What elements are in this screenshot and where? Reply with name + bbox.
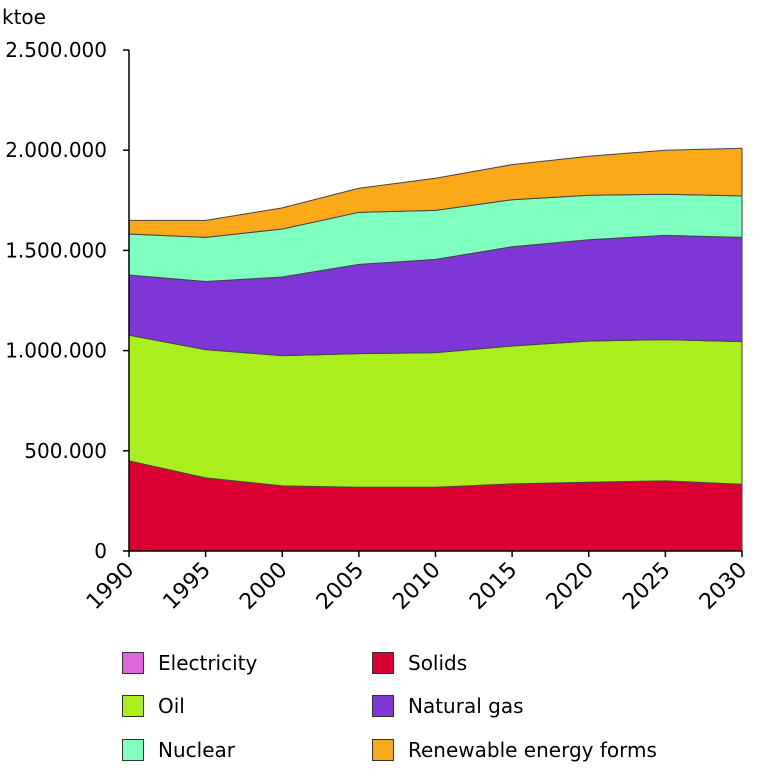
x-tick-label: 2000 — [235, 558, 292, 615]
series-area-oil — [128, 334, 743, 488]
x-tick-label: 1990 — [82, 558, 139, 615]
series-area-renewable-energy-forms — [128, 147, 743, 238]
x-tick-label: 2030 — [695, 558, 752, 615]
y-tick-labels: 0 500.000 1.000.000 1.500.000 2.000.000 2.500… — [5, 38, 107, 563]
series-areas — [128, 147, 743, 552]
x-tick-label: 2005 — [312, 558, 369, 615]
y-tick-label: 2.000.000 — [5, 138, 107, 162]
x-tick-label: 2015 — [465, 558, 522, 615]
axes — [123, 49, 743, 557]
x-tick-label: 1995 — [159, 558, 216, 615]
y-tick-label: 0 — [94, 539, 107, 563]
y-axis-unit-label: ktoe — [2, 5, 46, 29]
y-tick-label: 2.500.000 — [5, 38, 107, 62]
y-tick-label: 1.000.000 — [5, 339, 107, 363]
y-tick-label: 500.000 — [24, 439, 107, 463]
x-tick-labels: 1990 1995 2000 2005 2010 2015 2020 2025 2030 — [82, 558, 752, 615]
y-tick-label: 1.500.000 — [5, 238, 107, 262]
x-tick-label: 2010 — [388, 558, 445, 615]
x-tick-label: 2020 — [542, 558, 599, 615]
x-tick-label: 2025 — [618, 558, 675, 615]
